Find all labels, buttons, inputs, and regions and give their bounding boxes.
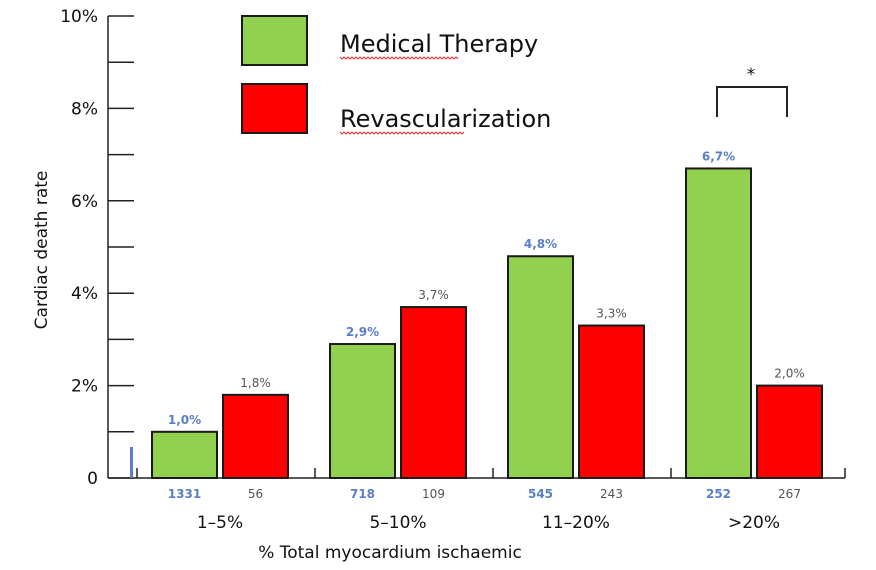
data-label: 2,9%: [346, 325, 379, 339]
x-tick-label: 1–5%: [197, 513, 243, 533]
sample-size-label: 56: [248, 487, 263, 501]
sample-size-label: 252: [706, 487, 731, 501]
bracket-line: [716, 86, 788, 117]
sample-size-label: 243: [600, 487, 623, 501]
sample-size-label: 267: [778, 487, 801, 501]
data-label: 1,8%: [240, 376, 271, 390]
legend-swatch-revascularization: [241, 83, 308, 134]
sample-size-label: 109: [422, 487, 445, 501]
data-label: 3,7%: [418, 288, 449, 302]
x-tick-label: 11–20%: [542, 513, 610, 533]
sample-size-label: 718: [350, 487, 375, 501]
y-tick-label: 6%: [71, 192, 98, 212]
y-axis-title: Cardiac death rate: [32, 171, 52, 330]
sample-size-label: 1331: [168, 487, 201, 501]
bar-medical-therapy: [507, 255, 574, 479]
x-tick-label: >20%: [728, 513, 780, 533]
legend-label-revascularization: Revascularization: [340, 105, 551, 133]
bars: [151, 167, 823, 480]
bar-revascularization: [756, 384, 823, 480]
data-label: 1,0%: [168, 413, 201, 427]
y-tick-label: 0: [87, 469, 98, 489]
legend-swatch-medical-therapy: [241, 15, 308, 66]
x-axis-title: % Total myocardium ischaemic: [258, 543, 522, 563]
bar-revascularization: [400, 306, 467, 479]
bar-medical-therapy: [151, 430, 218, 479]
axes: 0 2% 4% 6% 8% 10% Cardiac death rate % Total my…: [32, 7, 846, 563]
bar-revascularization: [578, 324, 645, 480]
y-tick-label: 2%: [71, 377, 98, 397]
significance-asterisk: *: [747, 65, 756, 85]
legend: Medical Therapy Revascularization: [241, 15, 551, 135]
y-tick-label: 8%: [71, 99, 98, 119]
bar-revascularization: [222, 393, 289, 479]
spellcheck-underline: [339, 56, 459, 60]
legend-label-medical-therapy: Medical Therapy: [340, 30, 538, 58]
bar-medical-therapy: [329, 343, 396, 479]
data-label: 2,0%: [774, 367, 805, 381]
y-tick-label: 4%: [71, 284, 98, 304]
y-tick-label: 10%: [60, 7, 98, 27]
origin-marker: [130, 447, 133, 478]
sample-size-label: 545: [528, 487, 553, 501]
data-label: 6,7%: [702, 149, 735, 163]
significance-bracket: *: [716, 65, 788, 117]
labels: 1,0% 1331 1,8% 56 1–5% 2,9% 718 3,7% 109 5–10% 4,8…: [168, 149, 805, 533]
data-label: 4,8%: [524, 237, 557, 251]
x-tick-label: 5–10%: [369, 513, 426, 533]
data-label: 3,3%: [596, 307, 627, 321]
spellcheck-underline: [339, 131, 465, 135]
bar-medical-therapy: [685, 167, 752, 480]
